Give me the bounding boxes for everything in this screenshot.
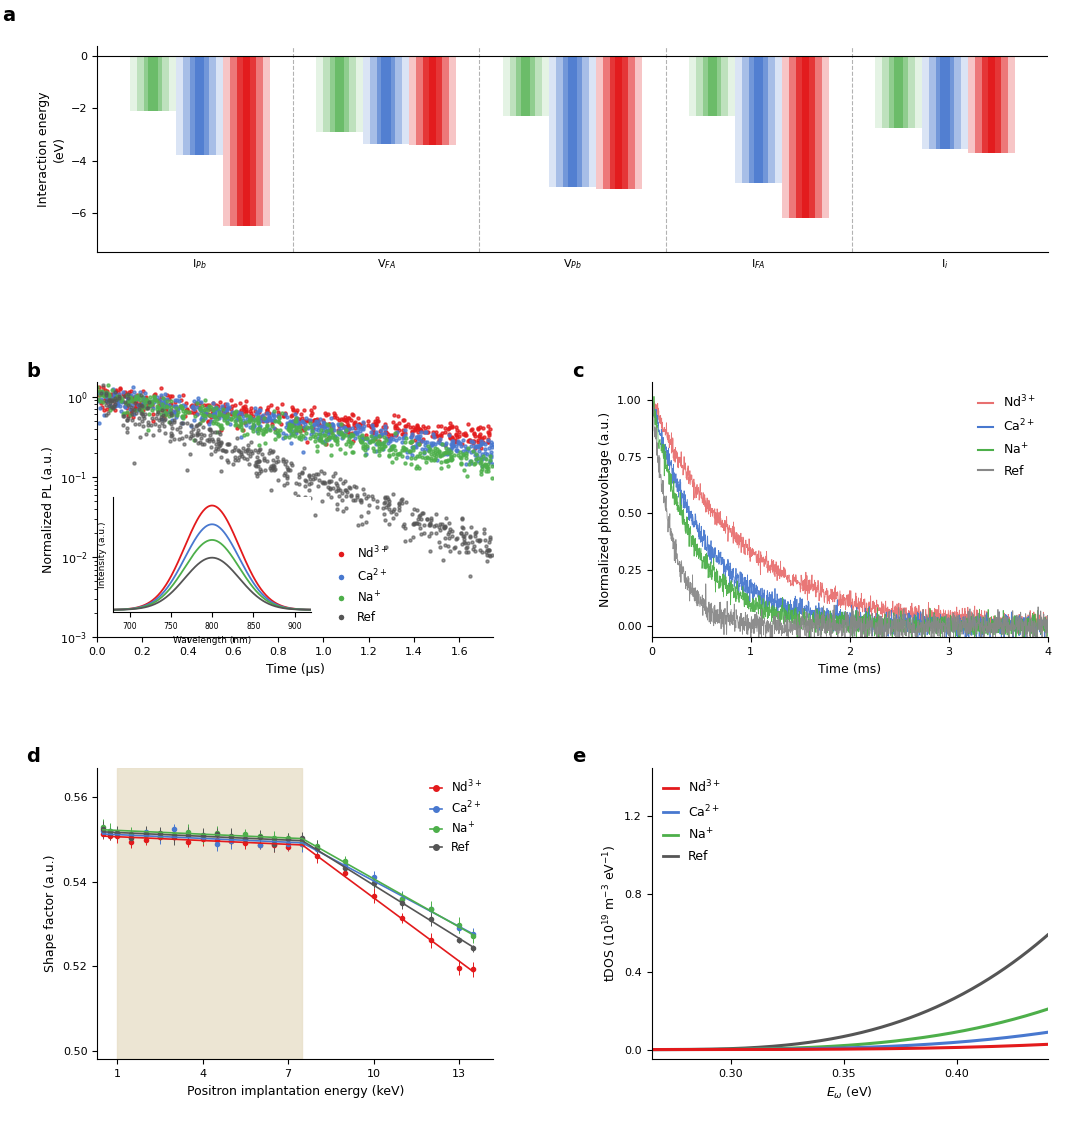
Bar <box>323 56 355 132</box>
Bar <box>610 56 629 189</box>
Bar <box>243 56 249 226</box>
Bar <box>144 56 162 110</box>
Y-axis label: Normalized photovoltage (a.u.): Normalized photovoltage (a.u.) <box>598 412 611 607</box>
Text: b: b <box>26 362 40 382</box>
Bar <box>975 56 1008 153</box>
Bar <box>789 56 822 218</box>
Bar <box>184 56 216 155</box>
Bar <box>195 56 204 155</box>
Bar <box>969 56 1015 153</box>
Bar <box>237 56 256 226</box>
Legend: Nd$^{3+}$, Ca$^{2+}$, Na$^{+}$, Ref: Nd$^{3+}$, Ca$^{2+}$, Na$^{+}$, Ref <box>426 773 487 859</box>
X-axis label: Time (ms): Time (ms) <box>818 663 881 675</box>
Bar <box>801 56 809 218</box>
Bar <box>423 56 442 145</box>
Bar <box>929 56 961 149</box>
Y-axis label: Shape factor (a.u.): Shape factor (a.u.) <box>44 855 57 973</box>
Bar <box>882 56 915 128</box>
Bar <box>603 56 635 189</box>
Bar <box>782 56 828 218</box>
X-axis label: Positron implantation energy (keV): Positron implantation energy (keV) <box>187 1084 404 1098</box>
Bar <box>563 56 582 187</box>
Legend: Nd$^{3+}$, Ca$^{2+}$, Na$^{+}$, Ref: Nd$^{3+}$, Ca$^{2+}$, Na$^{+}$, Ref <box>658 775 726 868</box>
Bar <box>941 56 949 149</box>
Bar <box>922 56 969 149</box>
Bar <box>369 56 403 144</box>
X-axis label: $E_{\omega}$ (eV): $E_{\omega}$ (eV) <box>826 1084 873 1100</box>
Bar <box>222 56 270 226</box>
X-axis label: Time (μs): Time (μs) <box>266 663 325 675</box>
Bar <box>988 56 995 153</box>
Bar <box>330 56 349 132</box>
Y-axis label: Interaction energy
(eV): Interaction energy (eV) <box>38 91 66 206</box>
Bar <box>148 56 158 110</box>
Bar <box>568 56 577 187</box>
Bar <box>335 56 345 132</box>
Bar <box>707 56 717 116</box>
Bar <box>556 56 589 187</box>
Bar <box>416 56 449 145</box>
Bar <box>983 56 1001 153</box>
Y-axis label: Normalized PL (a.u.): Normalized PL (a.u.) <box>42 446 55 573</box>
Bar <box>596 56 643 189</box>
Bar <box>363 56 409 144</box>
Bar <box>117 768 302 1059</box>
Bar <box>889 56 908 128</box>
Bar <box>502 56 549 116</box>
Bar <box>130 56 176 110</box>
Bar <box>742 56 775 182</box>
Bar <box>696 56 729 116</box>
Text: a: a <box>2 6 15 25</box>
Bar <box>750 56 768 182</box>
Bar <box>429 56 436 145</box>
Legend: Nd$^{3+}$, Ca$^{2+}$, Na$^{+}$, Ref: Nd$^{3+}$, Ca$^{2+}$, Na$^{+}$, Ref <box>325 540 393 629</box>
Text: d: d <box>26 747 40 767</box>
Bar <box>796 56 814 218</box>
Bar <box>754 56 764 182</box>
Bar <box>703 56 721 116</box>
Bar <box>230 56 262 226</box>
Bar <box>894 56 903 128</box>
Bar <box>409 56 456 145</box>
Bar <box>935 56 955 149</box>
Text: c: c <box>572 362 584 382</box>
Bar <box>190 56 210 155</box>
Bar <box>549 56 596 187</box>
Bar <box>516 56 535 116</box>
Y-axis label: tDOS (10$^{19}$ m$^{-3}$ eV$^{-1}$): tDOS (10$^{19}$ m$^{-3}$ eV$^{-1}$) <box>600 845 619 982</box>
Bar <box>616 56 622 189</box>
Bar <box>522 56 530 116</box>
Bar <box>137 56 170 110</box>
Bar <box>316 56 363 132</box>
Bar <box>875 56 922 128</box>
Bar <box>377 56 395 144</box>
Bar <box>176 56 222 155</box>
Bar <box>689 56 735 116</box>
Legend: Nd$^{3+}$, Ca$^{2+}$, Na$^{+}$, Ref: Nd$^{3+}$, Ca$^{2+}$, Na$^{+}$, Ref <box>973 388 1041 483</box>
Bar <box>735 56 782 182</box>
Text: e: e <box>572 747 585 767</box>
Bar <box>510 56 542 116</box>
Bar <box>381 56 391 144</box>
